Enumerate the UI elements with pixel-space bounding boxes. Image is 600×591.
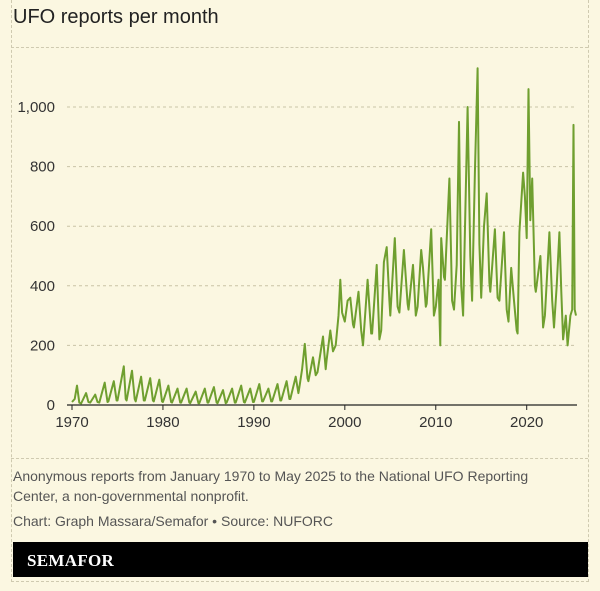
x-tick-label: 2010: [419, 414, 452, 431]
gridlines: [67, 106, 577, 346]
series-group: [71, 67, 577, 405]
y-tick-label: 200: [30, 337, 55, 354]
x-tick-label: 1990: [237, 414, 270, 431]
brand-logo: SEMAFOR: [27, 551, 115, 570]
title-divider: [11, 47, 588, 48]
chart-credit: Chart: Graph Massara/Semafor • Source: N…: [13, 513, 333, 529]
chart-title: UFO reports per month: [13, 6, 219, 28]
x-tick-label: 1970: [55, 414, 88, 431]
y-tick-label: 0: [47, 397, 55, 414]
x-tick-label: 2020: [510, 414, 543, 431]
chart-description: Anonymous reports from January 1970 to M…: [13, 468, 529, 504]
x-tick-label: 1980: [146, 414, 179, 431]
y-tick-label: 800: [30, 159, 55, 176]
series-line: [71, 67, 577, 405]
brand-bar: SEMAFOR: [13, 542, 588, 577]
y-axis-labels: 0 200 400 600 800 1,000: [17, 99, 55, 414]
y-tick-label: 600: [30, 218, 55, 235]
x-tick-label: 2000: [328, 414, 361, 431]
notes-divider: [11, 458, 588, 459]
y-tick-label: 1,000: [17, 99, 55, 116]
y-tick-label: 400: [30, 278, 55, 295]
x-axis: 1970 1980 1990 2000 2010 2020: [55, 404, 577, 431]
chart-frame: [11, 0, 589, 582]
line-chart: 0 200 400 600 800 1,000 1970 1980 1990 2000 2010 2…: [17, 67, 577, 431]
